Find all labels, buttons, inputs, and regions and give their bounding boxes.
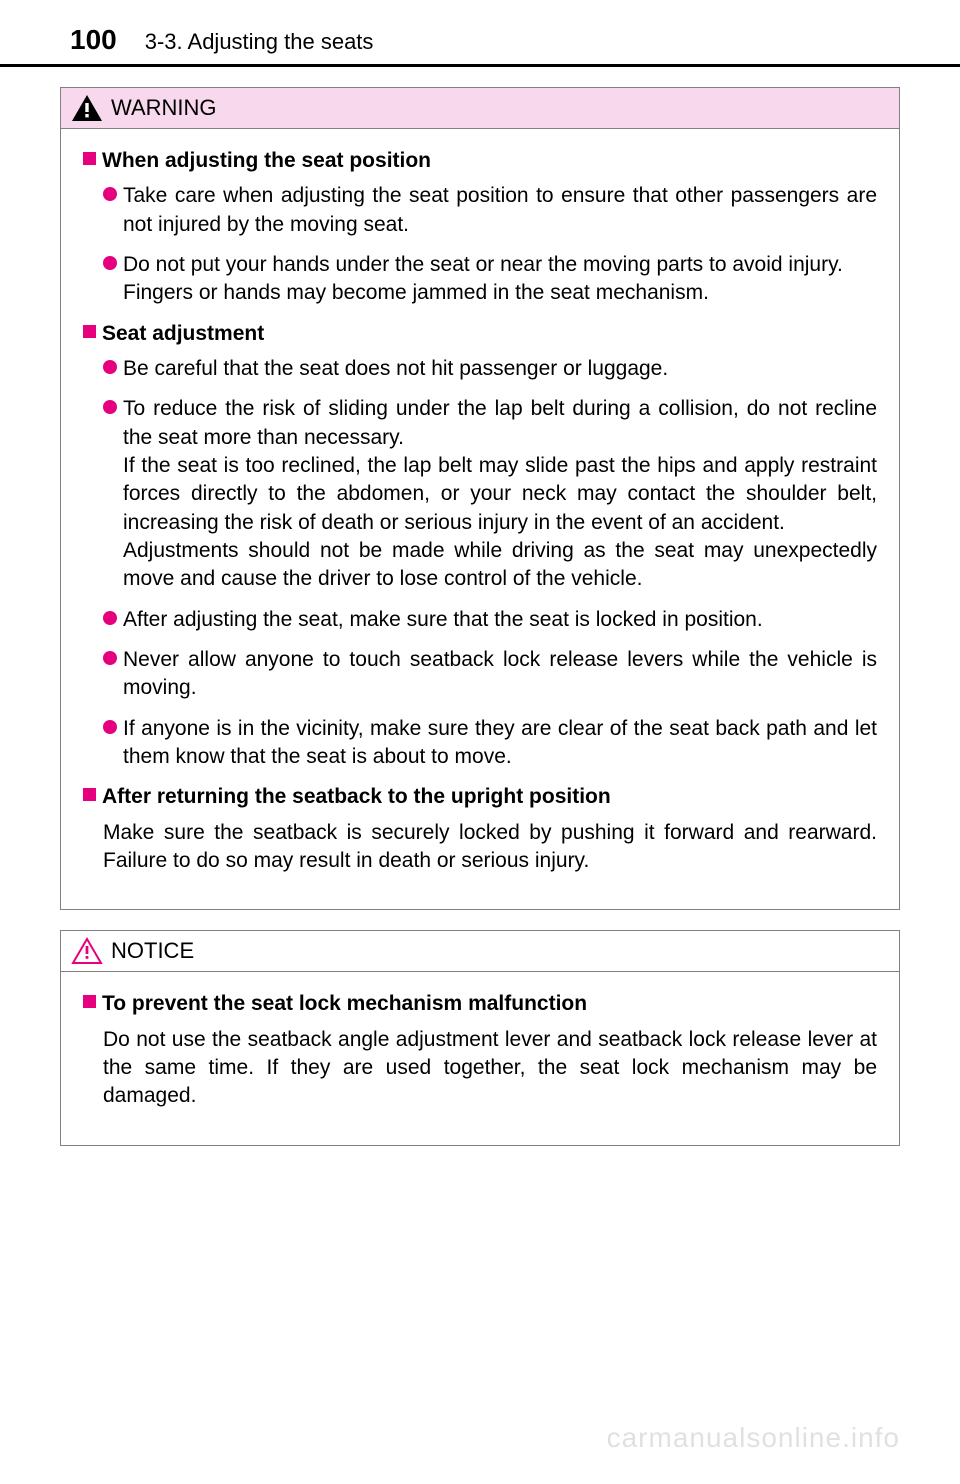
notice-title: NOTICE: [111, 938, 194, 964]
warning-icon: [71, 94, 103, 122]
paragraph-text: Do not use the seatback angle adjustment…: [103, 1026, 877, 1111]
warning-bullet: Do not put your hands under the seat or …: [103, 251, 877, 308]
page-content: WARNING When adjusting the seat position…: [0, 67, 960, 1146]
warning-header: WARNING: [61, 88, 899, 129]
notice-icon: [71, 937, 103, 965]
warning-bullet: If anyone is in the vicinity, make sure …: [103, 715, 877, 772]
warning-bullet: Never allow anyone to touch seatback loc…: [103, 646, 877, 703]
bullet-text: Be careful that the seat does not hit pa…: [123, 355, 668, 383]
disc-bullet-icon: [103, 651, 117, 665]
watermark: carmanualsonline.info: [607, 1422, 900, 1454]
warning-bullet: Take care when adjusting the seat positi…: [103, 182, 877, 239]
warning-heading: When adjusting the seat position: [83, 147, 877, 174]
square-bullet-icon: [83, 152, 96, 165]
square-bullet-icon: [83, 325, 96, 338]
section-title: 3-3. Adjusting the seats: [145, 29, 374, 55]
bullet-text: Never allow anyone to touch seatback loc…: [123, 646, 877, 703]
heading-text: Seat adjustment: [102, 320, 264, 347]
bullet-text: Take care when adjusting the seat positi…: [123, 182, 877, 239]
warning-heading: Seat adjustment: [83, 320, 877, 347]
square-bullet-icon: [83, 788, 96, 801]
heading-text: To prevent the seat lock mechanism malfu…: [102, 990, 587, 1017]
bullet-text: If anyone is in the vicinity, make sure …: [123, 715, 877, 772]
paragraph-text: Make sure the seatback is securely locke…: [103, 819, 877, 876]
notice-body: To prevent the seat lock mechanism malfu…: [61, 972, 899, 1144]
notice-heading: To prevent the seat lock mechanism malfu…: [83, 990, 877, 1017]
warning-title: WARNING: [111, 95, 217, 121]
page-number: 100: [70, 24, 117, 56]
warning-bullet: Be careful that the seat does not hit pa…: [103, 355, 877, 383]
disc-bullet-icon: [103, 187, 117, 201]
warning-bullet: To reduce the risk of sliding under the …: [103, 395, 877, 593]
disc-bullet-icon: [103, 720, 117, 734]
notice-box: NOTICE To prevent the seat lock mechanis…: [60, 930, 900, 1145]
warning-box: WARNING When adjusting the seat position…: [60, 87, 900, 910]
square-bullet-icon: [83, 995, 96, 1008]
bullet-text: Do not put your hands under the seat or …: [123, 251, 843, 308]
warning-heading: After returning the seatback to the upri…: [83, 783, 877, 810]
bullet-text: After adjusting the seat, make sure that…: [123, 606, 763, 634]
disc-bullet-icon: [103, 400, 117, 414]
heading-text: When adjusting the seat position: [102, 147, 431, 174]
disc-bullet-icon: [103, 611, 117, 625]
page-header: 100 3-3. Adjusting the seats: [0, 0, 960, 67]
warning-bullet: After adjusting the seat, make sure that…: [103, 606, 877, 634]
disc-bullet-icon: [103, 256, 117, 270]
bullet-text: To reduce the risk of sliding under the …: [123, 395, 877, 593]
disc-bullet-icon: [103, 360, 117, 374]
heading-text: After returning the seatback to the upri…: [102, 783, 611, 810]
notice-header: NOTICE: [61, 931, 899, 972]
warning-body: When adjusting the seat position Take ca…: [61, 129, 899, 909]
